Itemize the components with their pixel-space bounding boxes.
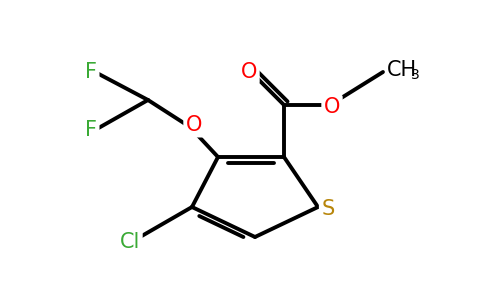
Text: O: O [241,62,257,82]
Text: CH: CH [387,60,417,80]
Text: F: F [85,120,97,140]
Text: Cl: Cl [120,232,140,252]
Text: O: O [186,115,202,135]
Text: 3: 3 [411,68,420,82]
Text: F: F [85,62,97,82]
Text: S: S [321,199,334,219]
Text: O: O [324,97,340,117]
